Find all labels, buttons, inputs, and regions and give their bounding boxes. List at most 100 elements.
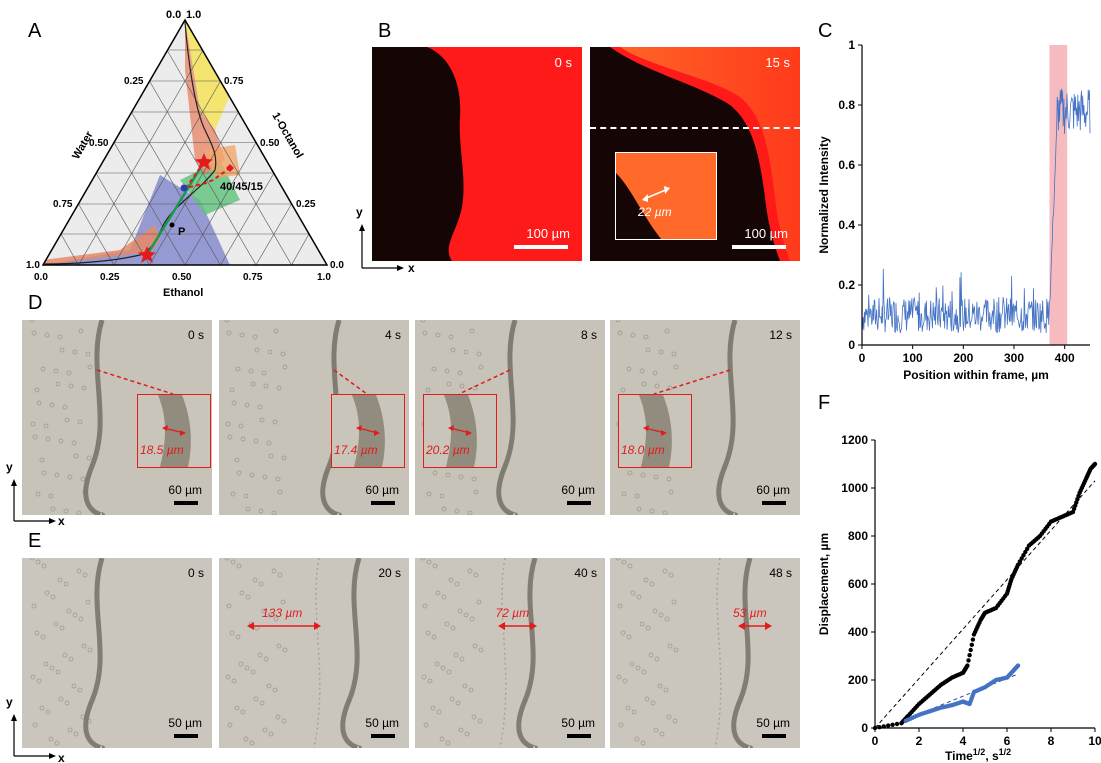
- x-tick-label: 100: [903, 351, 923, 365]
- octanol-axis-label: 1-Octanol: [269, 111, 305, 161]
- data-point: [1017, 559, 1023, 564]
- ternary-outline: [41, 18, 329, 266]
- scale-label: 60 µm: [168, 483, 202, 497]
- y-tick-label: 1: [848, 38, 855, 52]
- frame-time: 0 s: [187, 328, 204, 342]
- frame-time: 12 s: [769, 328, 792, 342]
- frame-time: 15 s: [765, 55, 790, 70]
- x-tick-label: 200: [953, 351, 973, 365]
- scale-bar: [371, 501, 395, 505]
- data-point: [968, 647, 973, 653]
- fluorescence-frame-0s: 0 s 100 µm: [372, 47, 582, 261]
- right-tick: 0.50: [260, 138, 280, 149]
- scale-bar: [567, 734, 591, 738]
- ethanol-axis-label: Ethanol: [163, 287, 203, 299]
- optical-d-frame: 0 s 60 µm 18.5 µm: [22, 320, 212, 515]
- scale-label: 60 µm: [561, 483, 595, 497]
- data-point: [1021, 553, 1026, 558]
- y-tick-label: 1000: [841, 481, 868, 495]
- data-point: [1015, 562, 1021, 567]
- x-tick-label: 400: [1055, 351, 1075, 365]
- binodal-curve: [44, 21, 217, 265]
- data-point: [1015, 663, 1021, 668]
- y-tick-label: 1200: [841, 433, 868, 447]
- optical-e-frame: 20 s 50 µm 133 µm: [219, 558, 409, 748]
- inset-measurement: 17.4 µm: [334, 443, 378, 457]
- svg-text:x: x: [58, 751, 65, 763]
- scale-label: 50 µm: [756, 716, 790, 730]
- inset-measurement: 22 µm: [638, 205, 672, 219]
- axis-indicator-b: y x: [356, 205, 415, 275]
- y-tick-label: 0: [861, 721, 868, 735]
- frame-time: 48 s: [769, 566, 792, 580]
- x-tick-label: 2: [916, 734, 923, 748]
- bottom-tick: 0.50: [172, 272, 192, 283]
- x-tick-label: 0: [872, 734, 879, 748]
- panel-label-c: C: [818, 20, 833, 42]
- frame-time: 40 s: [574, 566, 597, 580]
- star-lower: [138, 246, 156, 263]
- data-point: [1019, 556, 1024, 561]
- scale-bar: [371, 734, 395, 738]
- inset-box: 22 µm: [615, 152, 717, 240]
- point-blue: [180, 184, 188, 192]
- y-tick-label: 400: [848, 625, 868, 639]
- data-point: [894, 721, 900, 727]
- tie-line: [145, 161, 206, 256]
- panel-label-e: E: [28, 530, 42, 552]
- x-tick-label: 6: [1004, 734, 1011, 748]
- scale-bar: [174, 501, 198, 505]
- x-axis-label: Time1/2, s1/2: [945, 747, 1011, 763]
- scale-label: 50 µm: [561, 716, 595, 730]
- scale-bar: [567, 501, 591, 505]
- scale-bar: [174, 734, 198, 738]
- ternary-diagram: 0.0 1.0 P 40/45/15 1.0 0.75 0.50 0.25 0.…: [26, 9, 344, 299]
- y-axis-label: Normalized Intensity: [817, 136, 831, 254]
- fluorescence-frame-15s: 22 µm 15 s 100 µm: [590, 47, 800, 261]
- right-tick: 0.75: [224, 76, 244, 87]
- intensity-chart: 0 100 200 300 400 0 0.2 0.4 0.6 0.8 1 Position with…: [817, 38, 1091, 382]
- x-tick-label: 8: [1048, 734, 1055, 748]
- x-axis-label: Position within frame, µm: [903, 368, 1049, 382]
- y-tick-label: 0.4: [838, 218, 855, 232]
- gap-measurement: 53 µm: [733, 606, 767, 620]
- panel-label-b: B: [378, 20, 392, 42]
- scale-label: 100 µm: [526, 226, 570, 241]
- displacement-chart: 0 2 4 6 8 10 0 200 400 600 800 1000 1200 Time1/2, s1/…: [817, 433, 1101, 763]
- x-tick-label: 0: [859, 351, 866, 365]
- scale-label: 60 µm: [365, 483, 399, 497]
- panel-label-a: A: [28, 20, 42, 42]
- scale-label: 50 µm: [365, 716, 399, 730]
- point-p-label: P: [178, 226, 185, 238]
- right-tick: 0.0: [330, 260, 344, 271]
- data-point: [1024, 546, 1030, 551]
- data-point: [877, 725, 882, 730]
- x-tick-label: 10: [1088, 734, 1101, 748]
- data-point: [890, 722, 895, 727]
- x-tick-label: 300: [1004, 351, 1024, 365]
- data-point: [967, 653, 972, 658]
- fit-line: [874, 480, 1096, 729]
- optical-d-frame: 12 s 60 µm 18.0 µm: [610, 320, 800, 515]
- optical-e-frame: 48 s 50 µm 53 µm: [610, 558, 800, 748]
- optical-e-frame: 0 s 50 µm: [22, 558, 212, 748]
- scale-label: 50 µm: [168, 716, 202, 730]
- y-tick-label: 600: [848, 577, 868, 591]
- frame-time: 0 s: [554, 55, 572, 70]
- frame-time: 20 s: [378, 566, 401, 580]
- left-tick: 0.75: [53, 199, 73, 210]
- data-point: [965, 663, 970, 668]
- bottom-tick: 0.0: [34, 272, 48, 283]
- data-point: [886, 723, 891, 728]
- right-tick: 0.25: [296, 199, 316, 210]
- ternary-top-label-2: 1.0: [186, 9, 201, 21]
- ternary-grid: [60, 49, 310, 266]
- optical-e-frame: 40 s 50 µm 72 µm: [415, 558, 605, 748]
- optical-d-frame: 4 s 60 µm 17.4 µm: [219, 320, 409, 515]
- bottom-tick: 0.75: [243, 272, 263, 283]
- left-tick: 0.25: [124, 76, 144, 87]
- inset-measurement: 20.2 µm: [426, 443, 470, 457]
- data-point: [966, 658, 971, 663]
- y-tick-label: 200: [848, 673, 868, 687]
- y-tick-label: 800: [848, 529, 868, 543]
